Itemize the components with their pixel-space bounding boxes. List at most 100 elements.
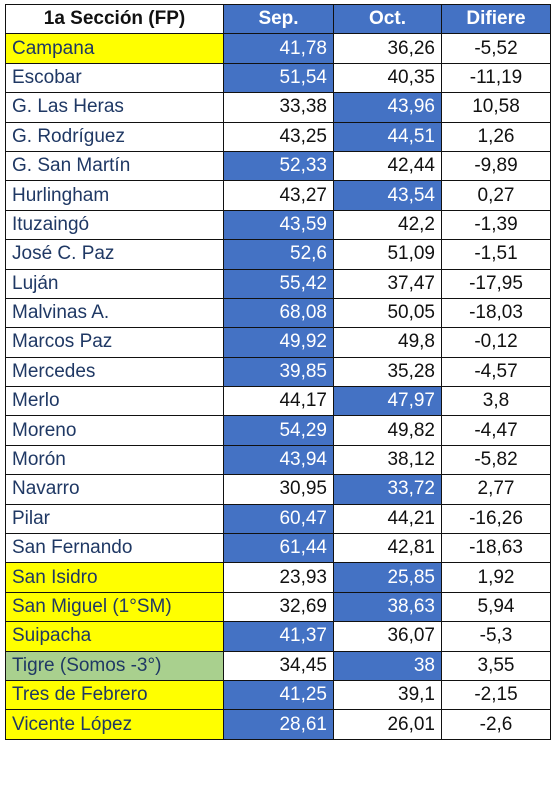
diff-value-cell: -5,82 [441,444,551,476]
table-row: Hurlingham 43,27 43,54 0,27 [5,180,551,211]
table-row: Escobar 51,54 40,35 -11,19 [5,62,551,94]
sep-value-cell: 52,33 [223,150,334,182]
table-row: Morón 43,94 38,12 -5,82 [5,444,551,476]
municipality-cell: Tigre (Somos -3°) [5,650,224,681]
sep-value-cell: 32,69 [223,591,334,623]
diff-value-cell: -2,6 [441,709,551,740]
table-row: San Fernando 61,44 42,81 -18,63 [5,533,551,564]
table-row: Pilar 60,47 44,21 -16,26 [5,503,551,535]
diff-value-cell: -1,39 [441,209,551,241]
sep-value-cell: 61,44 [223,533,334,564]
oct-value-cell: 35,28 [333,356,442,388]
table-row: San Miguel (1°SM) 32,69 38,63 5,94 [5,591,551,623]
section-header: 1a Sección (FP) [5,3,224,35]
municipality-cell: Pilar [5,503,224,535]
sep-header: Sep. [223,3,334,35]
municipality-cell: Mercedes [5,356,224,388]
municipality-cell: San Miguel (1°SM) [5,591,224,623]
oct-value-cell: 36,26 [333,33,442,64]
diff-value-cell: -18,63 [441,533,551,564]
municipality-cell: Malvinas A. [5,297,224,329]
diff-value-cell: -1,51 [441,239,551,270]
oct-value-cell: 33,72 [333,474,442,505]
municipality-cell: G. Rodríguez [5,121,224,152]
sep-value-cell: 49,92 [223,327,334,358]
municipality-cell: Escobar [5,62,224,94]
sep-value-cell: 39,85 [223,356,334,388]
table-row: Suipacha 41,37 36,07 -5,3 [5,621,551,652]
oct-value-cell: 43,96 [333,92,442,123]
oct-value-cell: 40,35 [333,62,442,94]
diff-header: Difiere [441,3,551,35]
sep-value-cell: 51,54 [223,62,334,94]
diff-value-cell: -5,52 [441,33,551,64]
oct-value-cell: 38,12 [333,444,442,476]
table-row: José C. Paz 52,6 51,09 -1,51 [5,239,551,270]
table-row: Tigre (Somos -3°) 34,45 38 3,55 [5,650,551,681]
oct-value-cell: 39,1 [333,679,442,711]
diff-value-cell: -9,89 [441,150,551,182]
sep-value-cell: 44,17 [223,386,334,417]
diff-value-cell: -4,47 [441,415,551,446]
diff-value-cell: 1,92 [441,562,551,593]
table-row: Merlo 44,17 47,97 3,8 [5,386,551,417]
municipality-cell: Vicente López [5,709,224,740]
table-row: Navarro 30,95 33,72 2,77 [5,474,551,505]
oct-value-cell: 42,44 [333,150,442,182]
municipality-cell: Campana [5,33,224,64]
table-row: G. Rodríguez 43,25 44,51 1,26 [5,121,551,152]
municipality-cell: Luján [5,268,224,299]
sep-value-cell: 28,61 [223,709,334,740]
diff-value-cell: -0,12 [441,327,551,358]
diff-value-cell: 3,8 [441,386,551,417]
diff-value-cell: -2,15 [441,679,551,711]
table-row: Campana 41,78 36,26 -5,52 [5,33,551,64]
sep-value-cell: 34,45 [223,650,334,681]
sep-value-cell: 54,29 [223,415,334,446]
table-row: G. Las Heras 33,38 43,96 10,58 [5,92,551,123]
oct-value-cell: 49,82 [333,415,442,446]
diff-value-cell: 5,94 [441,591,551,623]
municipality-cell: Ituzaingó [5,209,224,241]
municipality-cell: G. San Martín [5,150,224,182]
municipality-cell: Suipacha [5,621,224,652]
oct-value-cell: 42,81 [333,533,442,564]
oct-header: Oct. [333,3,442,35]
oct-value-cell: 43,54 [333,180,442,211]
table-row: Mercedes 39,85 35,28 -4,57 [5,356,551,388]
diff-value-cell: 10,58 [441,92,551,123]
municipality-cell: Marcos Paz [5,327,224,358]
sep-value-cell: 41,78 [223,33,334,64]
oct-value-cell: 44,51 [333,121,442,152]
municipality-cell: Navarro [5,474,224,505]
table-row: Vicente López 28,61 26,01 -2,6 [5,709,551,740]
table-row: Tres de Febrero 41,25 39,1 -2,15 [5,679,551,711]
municipality-cell: Hurlingham [5,180,224,211]
oct-value-cell: 47,97 [333,386,442,417]
oct-value-cell: 26,01 [333,709,442,740]
oct-value-cell: 44,21 [333,503,442,535]
oct-value-cell: 38,63 [333,591,442,623]
oct-value-cell: 51,09 [333,239,442,270]
diff-value-cell: 0,27 [441,180,551,211]
municipality-cell: G. Las Heras [5,92,224,123]
sep-value-cell: 43,27 [223,180,334,211]
sep-value-cell: 60,47 [223,503,334,535]
diff-value-cell: -5,3 [441,621,551,652]
diff-value-cell: -4,57 [441,356,551,388]
sep-value-cell: 41,37 [223,621,334,652]
diff-value-cell: 1,26 [441,121,551,152]
sep-value-cell: 41,25 [223,679,334,711]
table-row: Malvinas A. 68,08 50,05 -18,03 [5,297,551,329]
municipality-cell: Merlo [5,386,224,417]
table-row: Moreno 54,29 49,82 -4,47 [5,415,551,446]
table-row: San Isidro 23,93 25,85 1,92 [5,562,551,593]
sep-value-cell: 23,93 [223,562,334,593]
oct-value-cell: 42,2 [333,209,442,241]
sep-value-cell: 30,95 [223,474,334,505]
header-row: 1a Sección (FP) Sep. Oct. Difiere [5,3,551,35]
sep-value-cell: 52,6 [223,239,334,270]
table-row: Marcos Paz 49,92 49,8 -0,12 [5,327,551,358]
table-row: Luján 55,42 37,47 -17,95 [5,268,551,299]
oct-value-cell: 36,07 [333,621,442,652]
